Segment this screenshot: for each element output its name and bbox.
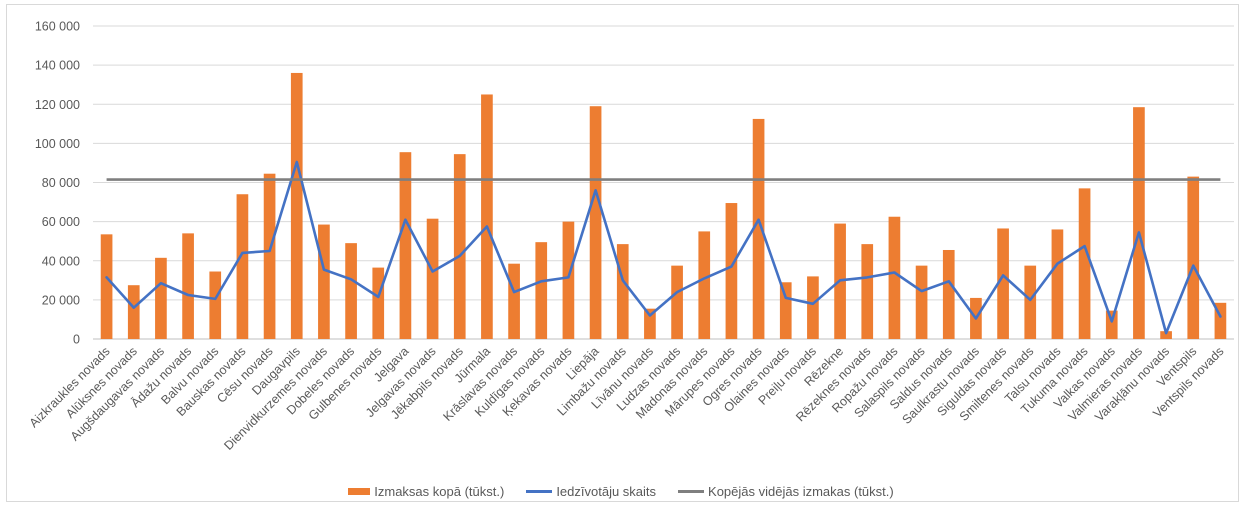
legend-label-average: Kopējās vidējās izmakas (tūkst.) (708, 483, 894, 499)
y-tick-label: 40 000 (42, 254, 80, 268)
bar (535, 242, 548, 339)
bar (1133, 107, 1145, 339)
bar (807, 276, 819, 339)
bar (1187, 176, 1200, 339)
y-tick-label: 160 000 (35, 20, 80, 34)
bar (752, 118, 765, 339)
population-line (105, 160, 1222, 335)
bar (616, 244, 629, 339)
bar (671, 265, 683, 339)
y-tick-label: 120 000 (35, 98, 80, 112)
bar (399, 152, 412, 339)
bar (1160, 331, 1172, 339)
legend-item-population: Iedzīvotāju skaits (526, 484, 656, 499)
bar (1078, 188, 1091, 339)
bar (345, 243, 357, 339)
bar (372, 267, 385, 339)
legend-swatch-costs (348, 487, 371, 495)
bar (1105, 310, 1118, 339)
bar (426, 218, 439, 339)
y-tick-label: 100 000 (35, 137, 80, 151)
legend: Izmaksas kopā (tūkst.) Iedzīvotāju skait… (0, 481, 1242, 501)
bar (453, 154, 466, 339)
bar (698, 231, 711, 339)
bar (779, 282, 792, 339)
bar (481, 94, 493, 339)
bar (644, 308, 656, 339)
chart-frame (6, 4, 1239, 502)
bar (861, 244, 874, 339)
legend-item-average: Kopējās vidējās izmakas (tūkst.) (678, 484, 894, 499)
bar (562, 221, 575, 339)
bar (318, 224, 330, 339)
bar (155, 257, 167, 339)
y-tick-label: 140 000 (35, 59, 80, 73)
legend-label-costs: Izmaksas kopā (tūkst.) (374, 483, 505, 499)
bar (1051, 229, 1064, 339)
bar (997, 228, 1009, 339)
y-tick-label: 0 (73, 333, 80, 347)
y-tick-label: 60 000 (42, 215, 80, 229)
bar (725, 203, 738, 339)
bar (209, 271, 222, 339)
bar (1214, 302, 1227, 339)
bar (589, 106, 602, 339)
legend-swatch-average (678, 489, 705, 493)
bar (236, 194, 249, 339)
legend-label-population: Iedzīvotāju skaits (556, 483, 657, 499)
bar (263, 173, 276, 339)
bar (127, 285, 140, 339)
legend-item-costs: Izmaksas kopā (tūkst.) (348, 484, 504, 499)
bar (508, 263, 520, 339)
bar (290, 72, 303, 339)
bar (915, 265, 928, 339)
bar (888, 216, 901, 339)
legend-swatch-population (526, 489, 553, 493)
y-tick-label: 20 000 (42, 293, 80, 307)
bar (1024, 265, 1037, 339)
bar (182, 233, 194, 339)
bar (100, 234, 113, 339)
y-tick-label: 80 000 (42, 176, 80, 190)
bar (942, 249, 955, 339)
